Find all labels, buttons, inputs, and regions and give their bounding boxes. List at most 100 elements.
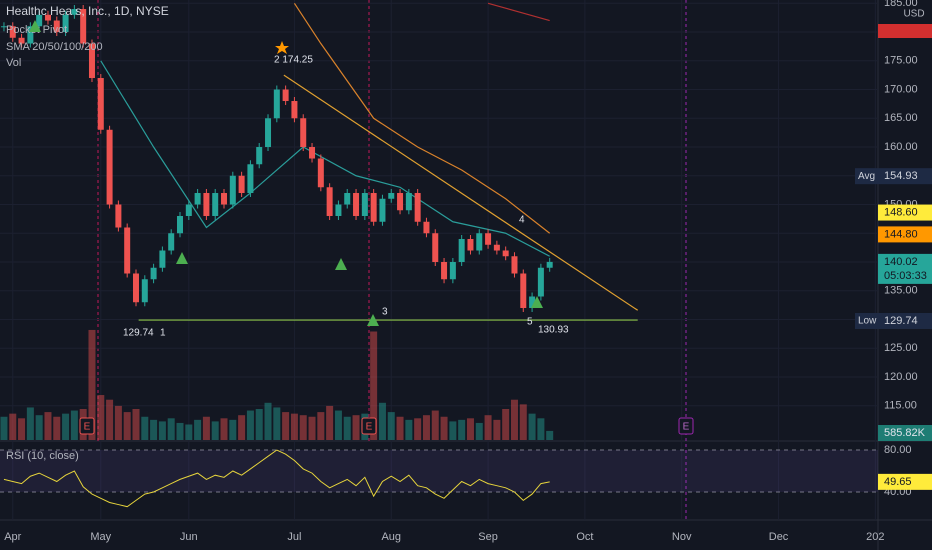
volume-bar [510, 399, 518, 440]
x-tick-label: Sep [478, 531, 498, 543]
candle [115, 204, 122, 228]
candle [80, 9, 87, 44]
rsi-line [3, 449, 550, 508]
rsi-title: RSI (10, close) [6, 450, 79, 462]
y-tick-label: 160.00 [884, 141, 918, 153]
candle [291, 101, 298, 119]
candle [282, 89, 289, 102]
candle [247, 164, 254, 194]
price-tag [878, 253, 932, 284]
candle [379, 198, 386, 222]
candle [273, 89, 280, 119]
volume-bar [18, 418, 26, 440]
candle [0, 26, 7, 28]
candle [44, 14, 51, 21]
candle [529, 296, 536, 308]
candle [476, 233, 483, 251]
candle [141, 279, 148, 303]
x-tick-label: Jun [180, 531, 198, 543]
volume-bar [546, 430, 554, 440]
candle [467, 239, 474, 251]
volume-bar [255, 409, 263, 440]
volume-bar [211, 421, 219, 440]
volume-bar [493, 419, 501, 440]
y-tick-label: 125.00 [884, 342, 918, 354]
candle [9, 26, 16, 38]
moving-average [293, 2, 551, 234]
volume-bar [9, 413, 17, 440]
rsi-tick-label: 80.00 [884, 444, 912, 456]
volume-bar [150, 419, 158, 440]
price-tag [878, 168, 932, 185]
earnings-marker: E [361, 417, 377, 435]
volume-bar [458, 419, 466, 440]
volume-bar [466, 418, 474, 440]
volume-bar [519, 404, 527, 440]
pivot-marker [335, 258, 347, 270]
volume-bar [405, 419, 413, 440]
volume-tag [878, 425, 932, 441]
candle [449, 261, 456, 280]
volume-bar [106, 399, 114, 440]
volume-bar [326, 405, 334, 440]
volume-bar [35, 415, 43, 440]
candle [221, 193, 228, 205]
y-tick-label: 115.00 [884, 400, 917, 412]
annotation: 5 [527, 317, 533, 328]
candle [485, 233, 492, 245]
price-tag-sub: 05:03:33 [884, 270, 927, 282]
volume-bar [343, 416, 351, 440]
candle [97, 78, 104, 130]
volume-bar [414, 418, 422, 440]
volume-bar [246, 410, 254, 440]
x-tick-label: Oct [576, 531, 593, 543]
rsi-band [0, 450, 878, 492]
y-tick-label: 120.00 [884, 371, 918, 383]
candle [317, 158, 324, 188]
candle [309, 147, 316, 159]
candle [405, 193, 412, 211]
y-tick-label: 170.00 [884, 83, 918, 95]
currency: USD [903, 9, 924, 20]
candle [256, 147, 263, 165]
candle [388, 193, 395, 199]
candle [344, 193, 351, 205]
candle [397, 193, 404, 211]
candle [159, 250, 166, 268]
x-tick-label: Jul [287, 531, 301, 543]
volume-bar [334, 410, 342, 440]
earnings-marker: E [79, 417, 95, 435]
svg-text:E: E [84, 422, 91, 433]
rsi-tag-label: 49.65 [884, 476, 912, 488]
volume-bar [114, 405, 122, 440]
x-tick-label: Apr [4, 531, 21, 543]
price-tag-label: 148.60 [884, 206, 918, 218]
volume-bar [502, 409, 510, 440]
x-tick-label: Aug [381, 531, 401, 543]
volume-bar [290, 413, 298, 440]
svg-text:E: E [366, 422, 373, 433]
volume-bar [158, 421, 166, 440]
indicator: Vol [6, 57, 21, 69]
pivot-marker [367, 314, 379, 326]
volume-bar [132, 409, 140, 440]
moving-average [100, 60, 550, 257]
candle [18, 37, 25, 44]
volume-bar [537, 418, 545, 440]
candle [132, 273, 139, 303]
volume-bar [185, 424, 193, 440]
pivot-marker [531, 296, 543, 308]
y-tick-label: 175.00 [884, 55, 918, 67]
candle [300, 118, 307, 148]
volume-bar [26, 407, 34, 440]
pivot-marker [176, 252, 188, 264]
annotation: 1 [160, 328, 166, 339]
volume-bar [176, 422, 184, 440]
volume-bar [273, 407, 281, 440]
x-tick-label: May [90, 531, 111, 543]
candle [27, 26, 34, 44]
candle [88, 43, 95, 79]
candle [537, 267, 544, 297]
candle [493, 244, 500, 251]
